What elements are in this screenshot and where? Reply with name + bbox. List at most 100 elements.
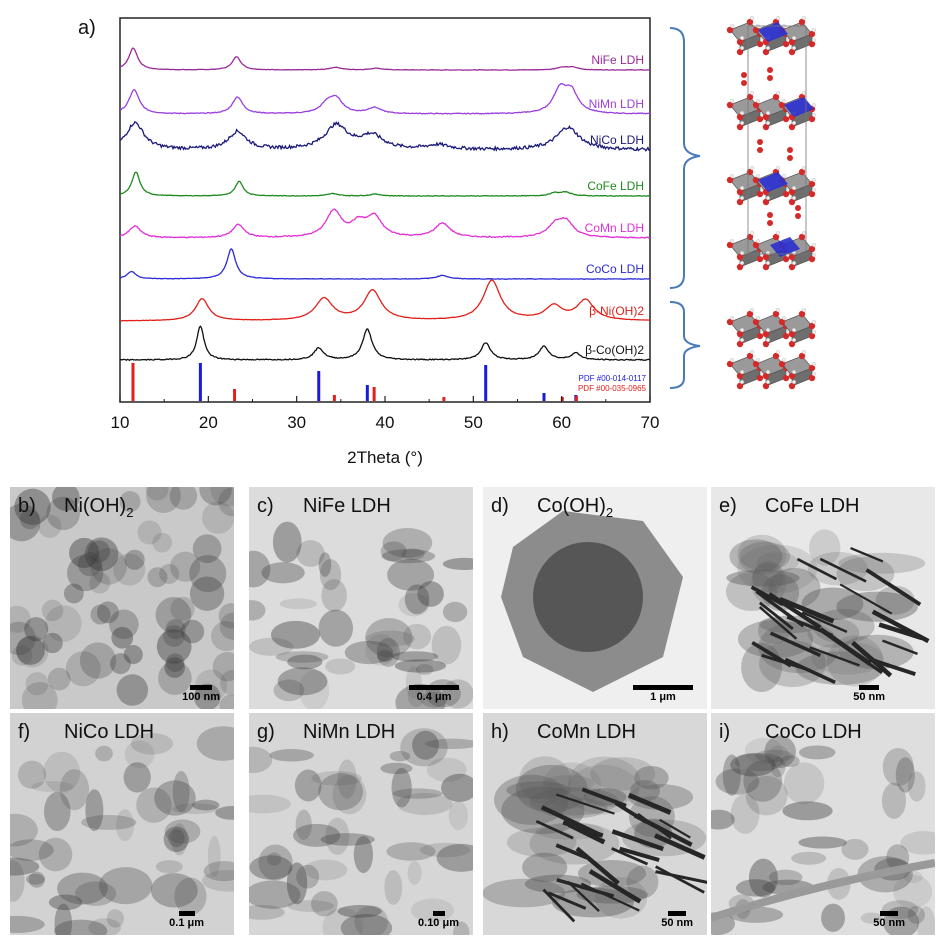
- hydrogen-atom: [730, 316, 735, 321]
- oxygen-atom: [736, 340, 744, 348]
- oxygen-atom: [808, 364, 816, 372]
- panel-title: NiFe LDH: [303, 495, 391, 518]
- particle-aggregate: [31, 781, 74, 793]
- particle-aggregate: [311, 891, 338, 917]
- sheet-edge: [819, 627, 872, 666]
- particle-aggregate: [886, 844, 910, 871]
- particle-aggregate: [174, 877, 207, 915]
- particle-aggregate: [882, 747, 914, 787]
- hydrogen-atom: [766, 338, 771, 343]
- scale-bar-line: [880, 911, 899, 916]
- particle-aggregate: [85, 789, 104, 832]
- xrd-curve: [119, 171, 651, 197]
- oxygen-atom: [746, 93, 754, 101]
- nanoparticle: [218, 603, 234, 629]
- reference-stick: [365, 385, 369, 401]
- nanoparticle: [158, 661, 192, 695]
- particle-aggregate: [387, 558, 435, 591]
- nanoparticle: [199, 487, 232, 506]
- panel-title: CoMn LDH: [537, 721, 636, 744]
- particle-aggregate: [203, 860, 234, 882]
- substituted-octahedron: [784, 97, 814, 117]
- nanosheet: [506, 827, 577, 857]
- reference-stick: [484, 365, 488, 401]
- x-tick-label: 20: [199, 413, 218, 432]
- particle-aggregate: [48, 894, 83, 911]
- sheet-edge: [611, 847, 649, 866]
- scale-bar: 50 nm: [661, 911, 693, 929]
- interlayer-oxygen: [767, 220, 773, 226]
- nanosheet: [739, 541, 791, 572]
- hydrogen-atom: [730, 358, 735, 363]
- particle-aggregate: [43, 791, 71, 832]
- particle-aggregate: [407, 861, 422, 885]
- x-axis-ticks: 10 20 30 40 50 60 70: [111, 396, 659, 432]
- particle-aggregate: [10, 915, 45, 933]
- nanoparticle: [220, 669, 234, 696]
- tem-panel-i: i) CoCo LDH 50 nm: [711, 713, 935, 935]
- oxygen-atom: [762, 198, 770, 206]
- hydrogen-atom: [802, 230, 807, 235]
- series-label: CoMn LDH: [585, 221, 644, 235]
- panel-a-label: a): [78, 17, 96, 39]
- hydrogen-atom: [750, 165, 755, 170]
- oxygen-atom: [756, 40, 764, 48]
- oxygen-atom: [726, 176, 734, 184]
- tem-panel-f: f) NiCo LDH 0.1 μm: [10, 713, 234, 935]
- particle-aggregate: [164, 819, 201, 844]
- sheet-edge: [778, 596, 835, 624]
- particle-aggregate: [54, 919, 108, 935]
- oxygen-atom: [736, 330, 744, 338]
- particle-aggregate: [10, 860, 25, 902]
- particle-aggregate: [54, 903, 73, 935]
- tem-background: [249, 713, 473, 935]
- tem-background: [711, 487, 935, 709]
- nanoparticle: [45, 605, 82, 642]
- hydrogen-atom: [750, 230, 755, 235]
- particle-aggregate: [420, 842, 471, 858]
- hydrogen-atom: [802, 308, 807, 313]
- scale-bar-label: 50 nm: [853, 691, 885, 703]
- scale-bar-label: 100 nm: [182, 691, 220, 703]
- oxygen-atom: [762, 330, 770, 338]
- particle-aggregate: [431, 625, 462, 665]
- hydrogen-atom: [782, 173, 787, 178]
- panel-title-subscript: 2: [126, 505, 134, 520]
- xrd-curve: [119, 83, 651, 115]
- hydrogen-atom: [740, 110, 745, 115]
- particle-aggregate: [124, 740, 155, 769]
- nanosheet: [568, 756, 641, 808]
- particle-aggregate: [43, 751, 81, 793]
- panel-label: i): [719, 721, 731, 743]
- hydrogen-atom: [730, 24, 735, 29]
- oxygen-atom: [808, 180, 816, 188]
- sheet-edge: [547, 891, 587, 910]
- substituted-octahedron: [770, 237, 800, 257]
- particle-aggregate: [249, 904, 285, 920]
- sheet-edge: [655, 870, 707, 884]
- hydrogen-atom: [782, 316, 787, 321]
- particle-aggregate: [895, 757, 915, 793]
- oxygen-atom: [736, 372, 744, 380]
- particle-aggregate: [768, 869, 803, 886]
- nanoparticle: [63, 583, 84, 604]
- sheet-edge: [839, 583, 893, 615]
- plot-frame: [119, 17, 651, 403]
- particle-aggregate: [382, 527, 433, 558]
- x-tick-label: 50: [464, 413, 483, 432]
- particle-aggregate: [88, 918, 121, 935]
- tem-background: [10, 713, 234, 935]
- hydrogen-atom: [740, 185, 745, 190]
- nanoparticle: [165, 653, 185, 672]
- nanoparticle: [116, 674, 149, 706]
- oxygen-atom: [756, 190, 764, 198]
- particle-aggregate: [365, 633, 397, 666]
- interlayer-oxygen: [795, 205, 801, 211]
- particle-aggregate: [286, 862, 308, 905]
- particle-aggregate: [98, 867, 153, 905]
- scale-bar: 0.4 μm: [409, 685, 459, 703]
- xrd-curve: [119, 208, 651, 239]
- particle-aggregate: [311, 771, 362, 786]
- sheet-edge: [796, 557, 837, 581]
- nanosheet: [752, 562, 784, 593]
